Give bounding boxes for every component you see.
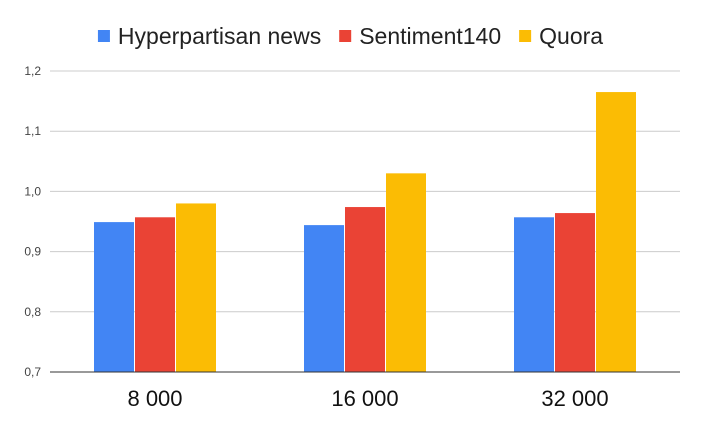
bar-sentiment140-1	[345, 207, 385, 372]
y-axis-ticks: 0,7 0,8 0,9 1,0 1,1 1,2	[24, 64, 41, 379]
legend-item: Quora	[519, 23, 603, 49]
x-tick-label: 16 000	[331, 386, 398, 411]
legend: Hyperpartisan news Sentiment140 Quora	[97, 23, 603, 49]
legend-swatch	[97, 30, 110, 42]
y-tick-label: 0,8	[24, 305, 41, 319]
x-tick-label: 32 000	[541, 386, 608, 411]
x-axis-ticks: 8 000 16 000 32 000	[127, 386, 608, 411]
bar-quora-2	[596, 92, 636, 372]
x-tick-label: 8 000	[127, 386, 182, 411]
y-tick-label: 1,0	[24, 184, 41, 198]
legend-item: Sentiment140	[339, 23, 501, 49]
legend-label: Hyperpartisan news	[118, 23, 321, 49]
legend-label: Sentiment140	[359, 23, 501, 49]
bar-sentiment140-2	[555, 213, 595, 372]
bar-quora-0	[176, 203, 216, 372]
bar-sentiment140-0	[135, 217, 175, 372]
y-tick-label: 1,1	[24, 124, 41, 138]
legend-label: Quora	[539, 23, 603, 49]
bar-hyperpartisan-news-0	[94, 222, 134, 372]
y-tick-label: 1,2	[24, 64, 41, 78]
bars	[94, 92, 636, 372]
y-tick-label: 0,7	[24, 365, 41, 379]
legend-swatch	[519, 30, 532, 42]
legend-item: Hyperpartisan news	[97, 23, 321, 49]
legend-swatch	[339, 30, 352, 42]
bar-hyperpartisan-news-2	[514, 217, 554, 372]
bar-quora-1	[386, 173, 426, 372]
bar-hyperpartisan-news-1	[304, 225, 344, 372]
y-tick-label: 0,9	[24, 245, 41, 259]
